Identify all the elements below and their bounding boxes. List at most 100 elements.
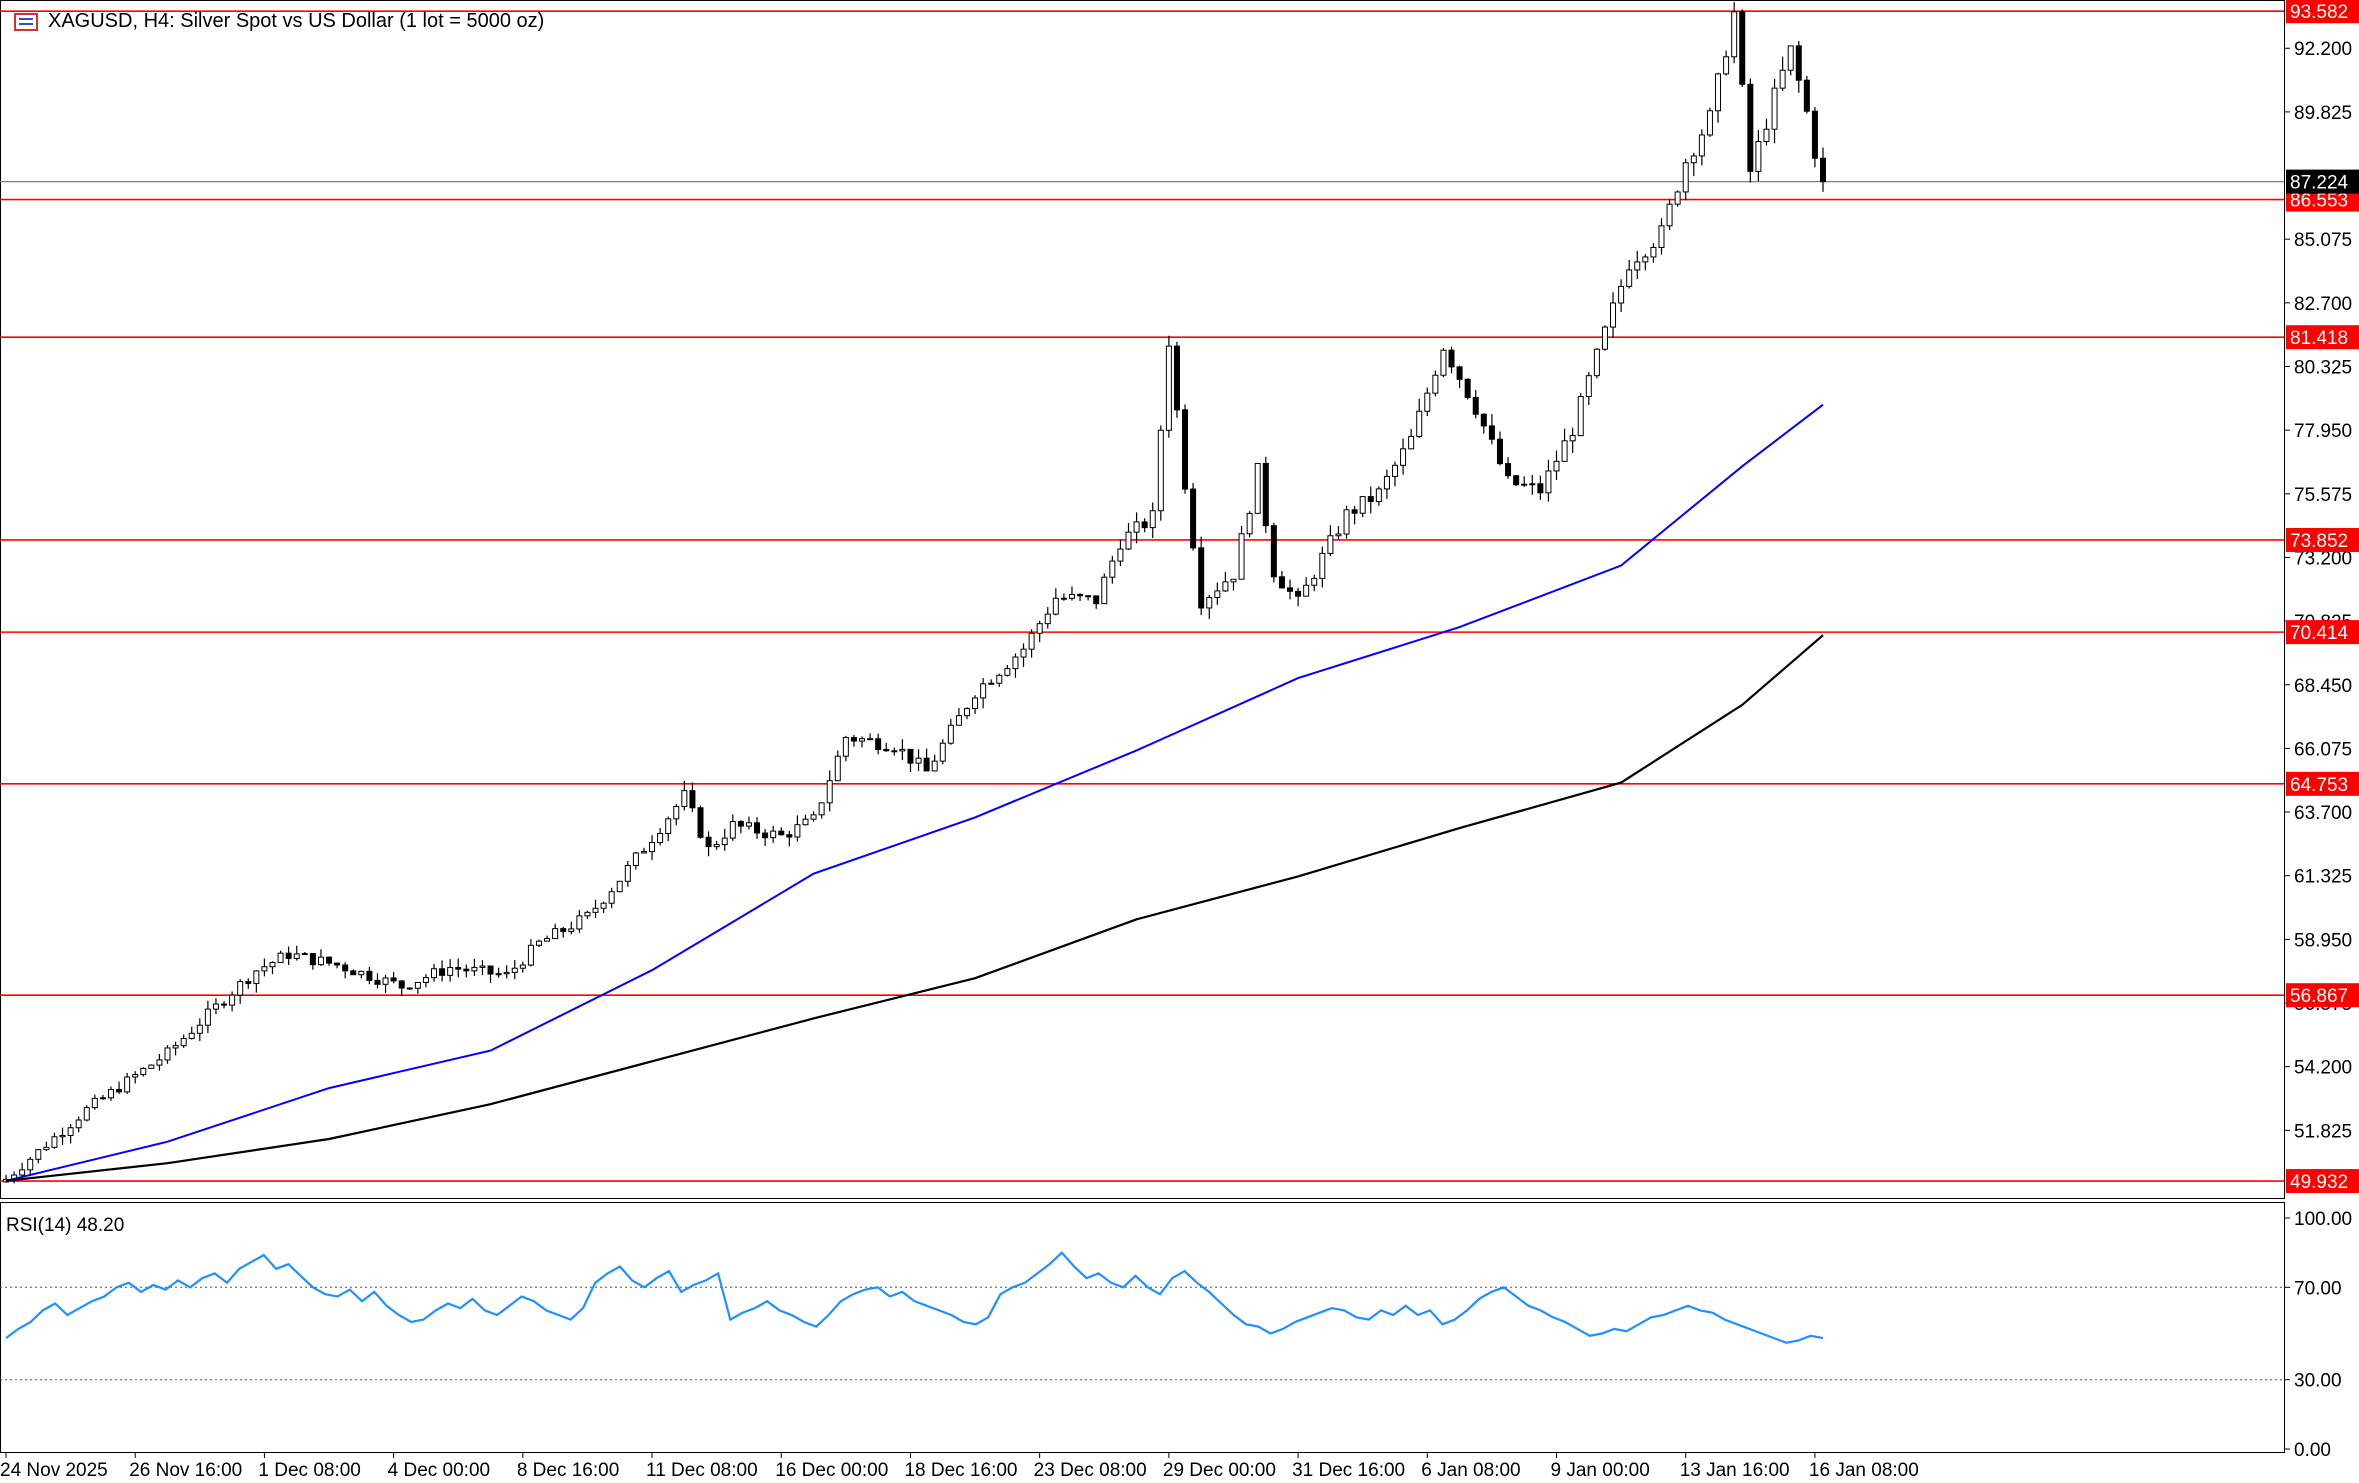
candle-bull xyxy=(301,953,308,956)
candle-bull xyxy=(1020,648,1027,658)
candle-bull xyxy=(253,970,260,984)
candle-bull xyxy=(1391,464,1398,477)
candle-bull xyxy=(1375,488,1382,502)
price-tick-label: 54.200 xyxy=(2294,1058,2352,1079)
candle-bear xyxy=(891,750,898,753)
candle-bear xyxy=(1488,425,1495,440)
candle-bull xyxy=(535,940,542,946)
current-price-label: 87.224 xyxy=(2290,173,2349,194)
candle-bear xyxy=(1198,547,1205,609)
candle-bear xyxy=(342,964,349,972)
candle-bear xyxy=(689,790,696,809)
candle-bull xyxy=(1012,656,1019,670)
time-tick-label: 11 Dec 08:00 xyxy=(646,1460,758,1478)
candle-bull xyxy=(729,821,736,839)
time-tick-label: 23 Dec 08:00 xyxy=(1034,1460,1147,1478)
candle-bull xyxy=(1642,256,1649,263)
candle-bull xyxy=(544,938,551,942)
time-tick-label: 18 Dec 16:00 xyxy=(904,1460,1017,1478)
candle-bull xyxy=(495,973,502,976)
candle-bull xyxy=(915,757,922,764)
candle-bull xyxy=(1545,470,1552,494)
candle-bull xyxy=(632,852,639,866)
candle-bear xyxy=(867,738,874,741)
candle-bear xyxy=(1811,110,1818,159)
candle-bull xyxy=(794,824,801,838)
candle-bear xyxy=(116,1089,123,1093)
candle-bear xyxy=(245,981,252,984)
candle-bull xyxy=(592,907,599,913)
candle-bull xyxy=(834,755,841,782)
candle-bear xyxy=(1270,525,1277,578)
candle-bear xyxy=(1077,593,1084,597)
price-tick-label: 85.075 xyxy=(2294,230,2352,251)
candle-bear xyxy=(1182,409,1189,490)
candle-bull xyxy=(1359,496,1366,514)
candle-bear xyxy=(406,987,413,990)
candle-bull xyxy=(1529,483,1536,486)
candle-bull xyxy=(576,915,583,930)
candle-bull xyxy=(1424,392,1431,412)
candle-bull xyxy=(996,674,1003,684)
rsi-tick-label: 100.00 xyxy=(2294,1209,2352,1230)
candle-bull xyxy=(422,977,429,983)
level-price-label-bg xyxy=(2286,983,2359,1008)
candle-bear xyxy=(875,738,882,750)
current-price-label-bg xyxy=(2286,169,2359,194)
candle-bull xyxy=(83,1107,90,1121)
candle-bull xyxy=(1618,285,1625,304)
level-price-label-bg xyxy=(2286,0,2359,24)
candle-bull xyxy=(745,822,752,827)
candle-bull xyxy=(673,805,680,820)
candle-bull xyxy=(1222,581,1229,592)
candle-bull xyxy=(931,760,938,772)
candle-bear xyxy=(1448,349,1455,368)
candle-bull xyxy=(1335,533,1342,537)
candle-bull xyxy=(164,1047,171,1061)
candle-bear xyxy=(487,965,494,975)
candle-bull xyxy=(1771,87,1778,130)
candle-bull xyxy=(1585,375,1592,398)
price-tick-label: 51.825 xyxy=(2294,1121,2352,1142)
candle-bull xyxy=(1117,548,1124,562)
candle-bull xyxy=(826,780,833,804)
candle-bull xyxy=(1311,577,1318,586)
candle-bull xyxy=(59,1134,66,1138)
candle-bear xyxy=(1513,475,1520,486)
level-price-label: 73.852 xyxy=(2290,531,2348,552)
candle-bear xyxy=(463,968,470,972)
candle-bear xyxy=(705,836,712,848)
level-price-label: 81.418 xyxy=(2290,328,2348,349)
candle-bull xyxy=(382,977,389,985)
candle-bull xyxy=(99,1097,106,1100)
candle-bear xyxy=(1480,413,1487,427)
candle-bull xyxy=(293,953,300,959)
candle-bull xyxy=(107,1089,114,1099)
candle-bull xyxy=(1408,435,1415,450)
candle-bull xyxy=(608,891,615,904)
candle-bear xyxy=(309,953,316,966)
candle-bull xyxy=(1246,512,1253,535)
candle-bull xyxy=(810,814,817,820)
price-tick-label: 58.950 xyxy=(2294,930,2352,951)
candle-bull xyxy=(414,981,421,989)
candle-bull xyxy=(721,837,728,846)
candle-bull xyxy=(1634,261,1641,271)
candle-bear xyxy=(850,737,857,742)
candle-bear xyxy=(923,757,930,772)
candle-bull xyxy=(1577,396,1584,437)
rsi-line xyxy=(5,1251,1824,1344)
time-tick-label: 9 Jan 00:00 xyxy=(1551,1460,1650,1478)
candle-bull xyxy=(51,1136,58,1148)
candle-bull xyxy=(527,944,534,966)
level-price-label-bg xyxy=(2286,771,2359,796)
time-tick-label: 1 Dec 08:00 xyxy=(258,1460,360,1478)
candle-bear xyxy=(883,748,890,752)
candle-bull xyxy=(1383,475,1390,490)
time-tick-label: 16 Dec 00:00 xyxy=(775,1460,888,1478)
rsi-title: RSI(14) 48.20 xyxy=(6,1215,125,1236)
candle-bull xyxy=(600,902,607,909)
ma-slow-line xyxy=(5,634,1824,1182)
candle-bear xyxy=(907,748,914,764)
candle-bear xyxy=(1295,590,1302,597)
